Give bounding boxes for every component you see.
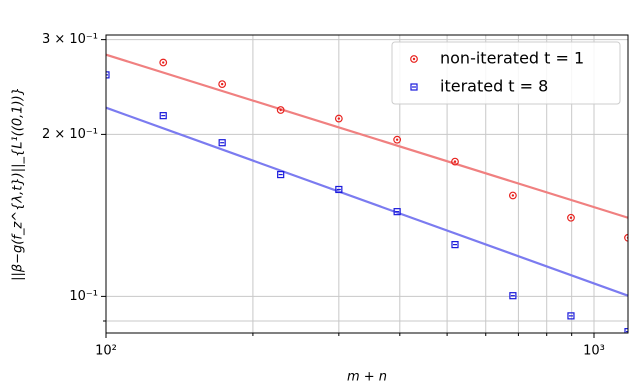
point (624, 328, 628, 333)
point-center (395, 138, 399, 141)
point-outline (393, 208, 401, 216)
point-outline (451, 241, 459, 249)
point-center (511, 194, 515, 197)
point (393, 135, 402, 144)
point (410, 83, 418, 91)
point (159, 58, 168, 67)
point-outline (334, 114, 343, 123)
point-center (412, 57, 416, 61)
point (276, 106, 285, 114)
point (106, 71, 110, 79)
y-tick-label: 3 × 10⁻¹ (42, 32, 98, 47)
point-outline (410, 83, 418, 91)
y-tick-label: 2 × 10⁻¹ (42, 127, 98, 142)
point-outline (508, 191, 517, 200)
point-outline (276, 106, 285, 114)
point (218, 80, 227, 89)
point-center (162, 61, 165, 64)
point-center (220, 82, 224, 86)
plot-frame (105, 34, 629, 334)
point (567, 312, 575, 320)
legend: non-iterated t = 1 iterated t = 8 (391, 41, 621, 105)
point-outline (451, 157, 459, 166)
point-outline (567, 312, 575, 320)
y-axis-label: ||β−g(f_z^{λ,t})||_{L¹((0,1))} (11, 87, 26, 281)
point-outline (624, 328, 628, 333)
point-center (337, 117, 341, 120)
y-tick-label: 10⁻¹ (69, 289, 98, 304)
point-outline (277, 170, 285, 179)
point (509, 292, 517, 300)
point-outline (335, 185, 343, 194)
fit-line (106, 53, 628, 219)
x-axis-label: m + n (347, 370, 387, 385)
x-tick-label: 10² (95, 344, 117, 359)
point (567, 213, 575, 222)
point-outline (509, 292, 517, 300)
point-outline (624, 233, 628, 242)
point-outline (218, 80, 227, 89)
point (335, 185, 343, 194)
point (451, 241, 459, 249)
point-center (279, 108, 282, 112)
point (159, 112, 167, 120)
point-outline (410, 55, 418, 63)
point (410, 55, 418, 63)
point-outline (393, 135, 402, 144)
legend-box (391, 41, 621, 105)
point (334, 114, 343, 123)
legend-label: non-iterated t = 1 (440, 49, 584, 68)
point (277, 170, 285, 179)
point-center (453, 160, 457, 163)
point-outline (159, 112, 167, 120)
point-outline (567, 213, 575, 222)
point (508, 191, 517, 200)
legend-label: iterated t = 8 (440, 77, 548, 96)
point (451, 157, 459, 166)
point-center (569, 216, 573, 219)
point-outline (159, 58, 168, 67)
point (393, 208, 401, 216)
fit-line (106, 106, 628, 297)
x-tick-label: 10³ (583, 344, 605, 359)
point-outline (106, 71, 110, 79)
point-outline (218, 139, 226, 147)
point (218, 139, 226, 147)
